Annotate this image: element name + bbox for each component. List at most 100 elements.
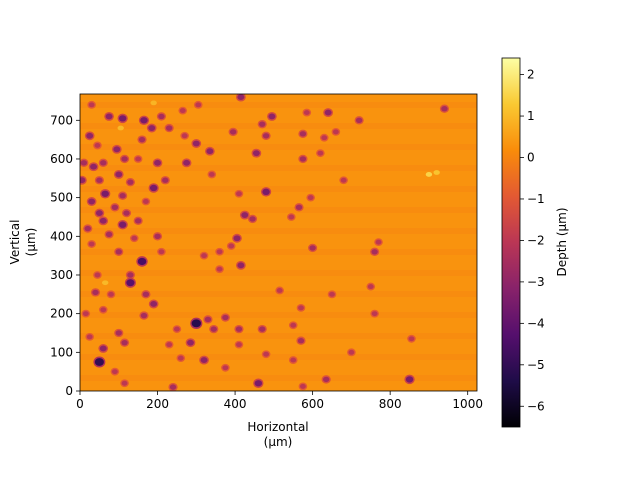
scan-stripe (80, 207, 477, 213)
pit-mark (126, 279, 135, 287)
pit-mark (268, 113, 276, 120)
pit-mark (127, 179, 134, 185)
y-tick-label: 700 (50, 113, 73, 127)
pit-mark (252, 150, 260, 157)
pit-mark (262, 188, 270, 196)
y-tick-label: 400 (50, 229, 73, 243)
pit-mark (299, 131, 307, 137)
pit-mark (96, 177, 103, 183)
plot-frame (79, 93, 478, 392)
pit-mark (195, 102, 202, 108)
pit-mark (237, 94, 245, 101)
pit-mark (111, 204, 119, 211)
x-tick-label: 600 (301, 397, 324, 411)
pit-mark (235, 326, 243, 332)
pit-mark (290, 357, 297, 363)
pit-mark (324, 109, 332, 116)
pit-mark (405, 376, 414, 383)
pit-mark (137, 257, 147, 266)
pit-mark (321, 135, 328, 141)
pit-mark (200, 357, 208, 363)
pit-mark (105, 113, 113, 120)
pit-mark (86, 132, 94, 139)
colorbar-tick-label: −3 (527, 275, 545, 289)
pit-mark (290, 322, 297, 328)
pit-mark (131, 235, 138, 241)
pit-mark (80, 177, 86, 184)
pit-mark (233, 235, 241, 242)
pit-mark (166, 342, 173, 348)
pit-mark (263, 351, 269, 357)
pit-mark (295, 204, 303, 211)
pit-mark (121, 380, 128, 386)
bump-mark (425, 172, 433, 177)
pit-mark (371, 311, 378, 317)
pit-mark (140, 312, 148, 319)
colorbar-gradient (501, 57, 521, 428)
pit-mark (169, 384, 177, 390)
x-axis: 0 200 400 600 800 1000 (76, 391, 483, 411)
pit-mark (317, 150, 324, 156)
pit-mark (210, 326, 217, 332)
scan-stripe (80, 375, 477, 381)
scan-stripe (80, 102, 477, 108)
pit-mark (121, 156, 128, 162)
pit-mark (127, 272, 134, 278)
pit-mark (115, 171, 123, 178)
pit-mark (95, 210, 103, 217)
y-tick-label: 100 (50, 345, 73, 359)
colorbar-tick-label: −6 (527, 399, 545, 413)
pit-mark (92, 289, 99, 296)
pit-mark (276, 287, 283, 293)
pit-mark (94, 142, 101, 148)
pit-mark (165, 125, 173, 131)
pit-mark (149, 184, 158, 192)
pit-mark (408, 336, 415, 342)
pit-mark (187, 339, 194, 346)
pit-mark (154, 233, 161, 240)
pit-mark (101, 190, 109, 197)
pit-mark (300, 383, 306, 389)
heatmap-plot-area (79, 93, 478, 392)
colorbar-tick-label: −5 (527, 358, 545, 372)
pit-mark (192, 140, 200, 147)
pit-mark (254, 380, 263, 387)
pit-mark (150, 301, 158, 307)
pit-mark (123, 210, 130, 216)
colorbar-tick-label: 2 (527, 68, 535, 82)
bump-mark (433, 170, 440, 175)
y-tick-label: 300 (50, 268, 73, 282)
pit-mark (183, 159, 191, 166)
x-tick-label: 1000 (452, 397, 483, 411)
bump-mark (117, 125, 124, 131)
pit-mark (119, 193, 126, 199)
scan-stripe (80, 144, 477, 150)
pit-mark (249, 216, 256, 222)
pit-mark (371, 249, 378, 255)
pit-mark (236, 191, 242, 197)
pit-mark (206, 148, 214, 155)
pit-mark (208, 171, 215, 177)
pit-mark (355, 117, 363, 123)
x-tick-label: 200 (146, 397, 169, 411)
pit-mark (138, 136, 146, 143)
pit-mark (82, 311, 89, 317)
scan-stripe (80, 123, 477, 129)
y-tick-label: 0 (65, 384, 73, 398)
depth-feature-layer (80, 94, 450, 391)
pit-mark (99, 217, 107, 224)
pit-mark (90, 163, 98, 170)
pit-mark (179, 108, 186, 114)
pit-mark (88, 102, 95, 108)
pit-mark (118, 221, 127, 228)
pit-mark (228, 243, 235, 249)
y-tick-label: 500 (50, 191, 73, 205)
pit-mark (309, 245, 316, 251)
pit-mark (348, 349, 355, 355)
pit-mark (329, 291, 335, 297)
pit-mark (121, 339, 128, 346)
pit-mark (332, 129, 339, 135)
colorbar-tick-label: 1 (527, 109, 535, 123)
scan-stripe (80, 333, 477, 339)
